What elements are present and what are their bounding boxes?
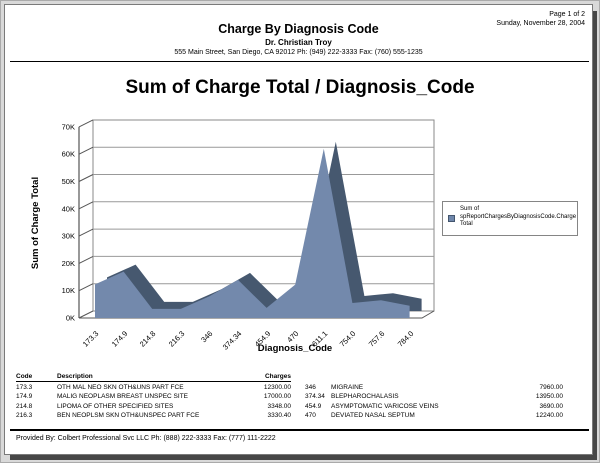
header-code: Code: [16, 372, 57, 383]
y-tick-label: 20K: [62, 259, 75, 268]
charges-cell: 7960.00: [539, 384, 564, 392]
code-cell: 174.9: [16, 393, 33, 401]
clinic-address: 555 Main Street, San Diego, CA 92012 Ph:…: [174, 49, 423, 56]
y-tick-label: 40K: [62, 204, 75, 213]
table-row: 174.9 MALIG NEOPLASM BREAST UNSPEC SITE …: [16, 392, 586, 401]
y-tick-mark: [78, 310, 94, 319]
y-axis-title: Sum of Charge Total: [30, 177, 41, 269]
chart-plot: Sum of Charge Total 0K 10K 20K 30K 40K 5…: [30, 119, 435, 354]
x-tick-label: 757.6: [367, 329, 387, 349]
y-tick-mark: [78, 228, 94, 237]
report-page: Page 1 of 2 Sunday, November 28, 2004 Ch…: [4, 4, 593, 455]
description-cell: MALIG NEOPLASM BREAST UNSPEC SITE: [57, 393, 188, 401]
code-cell: 346: [305, 384, 316, 392]
plot-back-wall: [92, 119, 435, 312]
y-tick-label: 10K: [62, 286, 75, 295]
x-tick-label: 214.8: [138, 329, 158, 349]
area-series: [95, 141, 422, 318]
charges-table: Code Description Charges 173.3 OTH MAL N…: [16, 372, 586, 420]
y-tick-mark: [78, 283, 94, 292]
y-tick-label: 70K: [62, 122, 75, 131]
x-tick-label: 374.34: [221, 329, 244, 352]
y-tick-label: 60K: [62, 150, 75, 159]
y-tick-mark: [78, 174, 94, 182]
area-series-front-face: [95, 148, 410, 318]
code-cell: 454.9: [305, 402, 322, 410]
charges-cell: 3348.00: [267, 402, 292, 410]
report-title: Sum of Charge Total / Diagnosis_Code: [125, 77, 475, 98]
code-cell: 216.3: [16, 411, 33, 419]
description-cell: DEVIATED NASAL SEPTUM: [331, 411, 415, 419]
description-cell: BLEPHAROCHALASIS: [331, 393, 399, 401]
table-row: 216.3 BEN NEOPLSM SKN OTH&UNSPEC PART FC…: [16, 411, 586, 420]
x-tick-label: 784.0: [396, 329, 416, 349]
x-tick-label: 754.0: [338, 329, 358, 349]
y-tick-mark: [78, 201, 94, 210]
clinic-title: Charge By Diagnosis Code: [218, 22, 379, 36]
code-cell: 470: [305, 411, 316, 419]
clinic-header: Charge By Diagnosis Code Dr. Christian T…: [5, 22, 592, 56]
x-tick-label: 174.9: [110, 329, 130, 349]
y-tick-label: 30K: [62, 232, 75, 241]
code-cell: 173.3: [16, 384, 33, 392]
footer-rule: [10, 429, 589, 431]
y-tick-mark: [78, 119, 94, 128]
charges-cell: 13950.00: [535, 393, 563, 401]
header-rule: [10, 61, 589, 62]
table-header-row: Code Description Charges: [16, 372, 586, 383]
y-tick-labels: 0K 10K 20K 30K 40K 50K 60K 70K: [62, 122, 75, 322]
legend-line-3: Total: [460, 221, 473, 227]
description-cell: MIGRAINE: [331, 384, 364, 392]
series-color-swatch-icon: [448, 215, 455, 222]
x-tick-label: 346: [199, 329, 214, 344]
header-charges: Charges: [255, 372, 291, 383]
legend-line-2: spReportChargesByDiagnosisCode.Charge: [460, 213, 577, 220]
charge-by-diagnosis-chart: Sum of Charge Total 0K 10K 20K 30K 40K 5…: [5, 105, 595, 373]
report-date: Sunday, November 28, 2004: [496, 20, 585, 27]
doctor-name: Dr. Christian Troy: [265, 38, 332, 47]
description-cell: OTH MAL NEO SKN OTH&UNS PART FCE: [57, 384, 184, 392]
page-meta: Page 1 of 2 Sunday, November 28, 2004: [496, 10, 585, 28]
charges-cell: 17000.00: [263, 393, 291, 401]
charges-cell: 12300.00: [263, 384, 291, 392]
code-cell: 214.8: [16, 402, 33, 410]
y-tick-label: 50K: [62, 177, 75, 186]
header-description: Description: [57, 372, 255, 383]
charges-cell: 12240.00: [535, 411, 563, 419]
code-cell: 374.34: [305, 393, 325, 401]
charges-cell: 3330.40: [267, 411, 292, 419]
x-tick-label: 470: [285, 329, 300, 344]
y-tick-mark: [78, 255, 94, 264]
x-tick-label: 173.3: [81, 329, 101, 349]
description-cell: ASYMPTOMATIC VARICOSE VEINS: [331, 402, 439, 410]
footer-text: Provided By: Colbert Professional Svc LL…: [16, 435, 276, 442]
x-axis-title: Diagnosis_Code: [258, 343, 332, 354]
table-row: 214.8 LIPOMA OF OTHER SPECIFIED SITES 33…: [16, 402, 586, 411]
x-tick-labels: 173.3 174.9 214.8 216.3 346 374.34 454.9…: [81, 329, 416, 352]
description-cell: BEN NEOPLSM SKN OTH&UNSPEC PART FCE: [57, 411, 200, 419]
chart-legend: Sum of spReportChargesByDiagnosisCode.Ch…: [442, 201, 578, 236]
y-tick-label: 0K: [66, 314, 75, 323]
table-row: 173.3 OTH MAL NEO SKN OTH&UNS PART FCE 1…: [16, 383, 586, 392]
charges-cell: 3690.00: [539, 402, 564, 410]
x-tick-label: 216.3: [167, 329, 187, 349]
y-tick-mark: [78, 146, 94, 155]
page-number: Page 1 of 2: [549, 11, 585, 18]
description-cell: LIPOMA OF OTHER SPECIFIED SITES: [57, 402, 174, 410]
legend-line-1: Sum of: [460, 206, 480, 212]
